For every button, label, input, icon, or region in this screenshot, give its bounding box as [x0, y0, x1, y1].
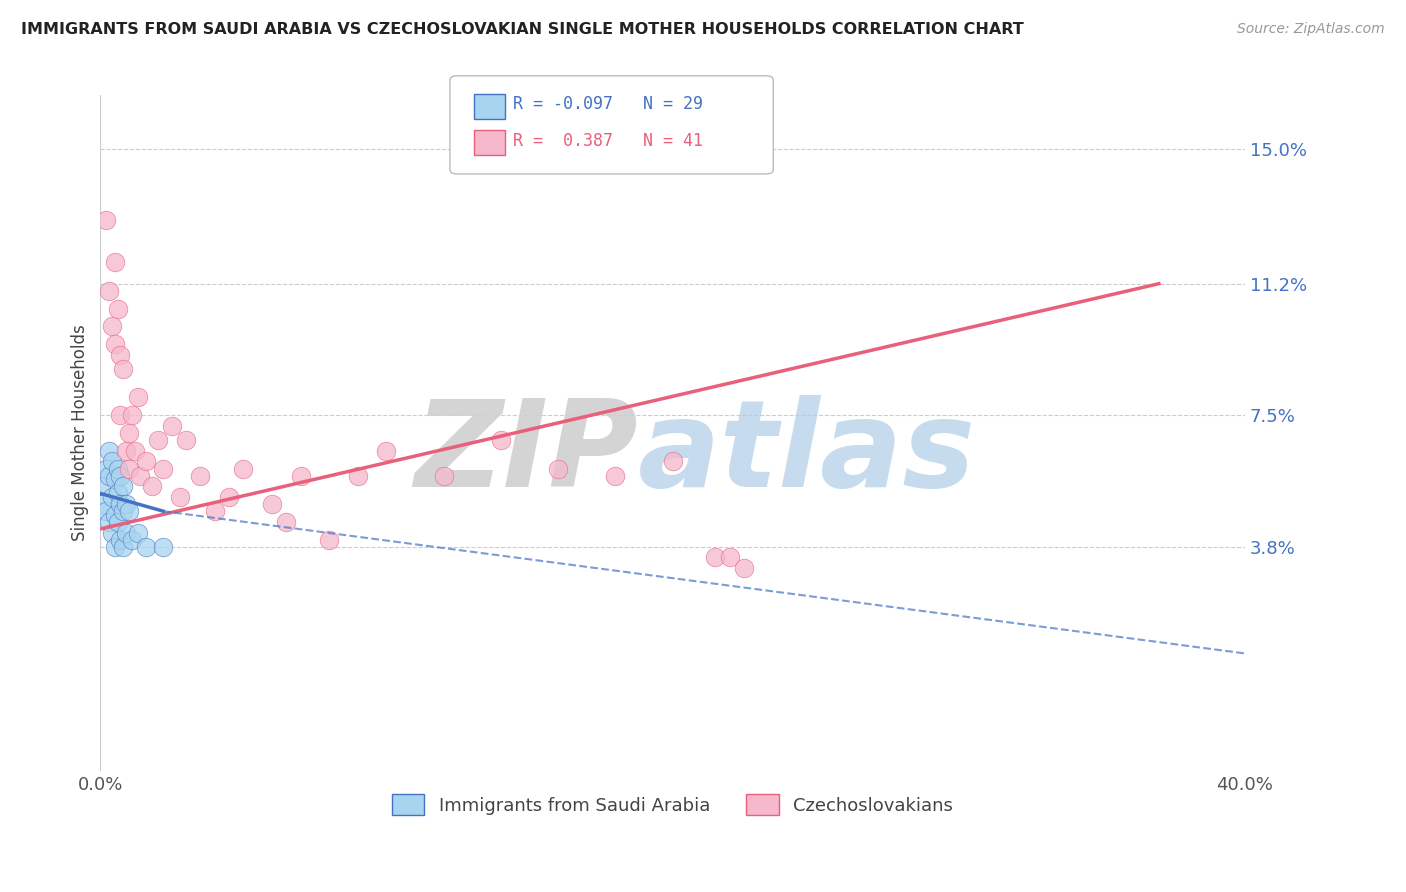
Text: R = -0.097   N = 29: R = -0.097 N = 29 [513, 95, 703, 113]
Point [104, 540, 127, 554]
Text: Source: ZipAtlas.com: Source: ZipAtlas.com [1237, 22, 1385, 37]
Point [605, 468, 627, 483]
Text: ZIP: ZIP [415, 395, 638, 512]
Point [94, 504, 117, 518]
Point [152, 540, 174, 554]
Point [101, 525, 124, 540]
Point [94, 212, 117, 227]
Point [110, 497, 132, 511]
Point [91, 479, 114, 493]
Point [118, 461, 141, 475]
Point [218, 490, 240, 504]
Point [101, 454, 124, 468]
Point [110, 348, 132, 362]
Point [135, 454, 157, 468]
Point [169, 490, 191, 504]
Point [547, 461, 569, 475]
Point [260, 497, 283, 511]
Point [290, 468, 312, 483]
Point [115, 525, 138, 540]
Point [110, 533, 132, 547]
Point [174, 433, 197, 447]
Legend: Immigrants from Saudi Arabia, Czechoslovakians: Immigrants from Saudi Arabia, Czechoslov… [385, 787, 960, 822]
Point [110, 408, 132, 422]
Point [121, 408, 143, 422]
Point [733, 561, 755, 575]
Point [91, 497, 114, 511]
Point [146, 433, 169, 447]
Point [107, 301, 129, 316]
Point [204, 504, 226, 518]
Point [94, 461, 117, 475]
Point [104, 337, 127, 351]
Point [107, 461, 129, 475]
Point [661, 454, 683, 468]
Point [101, 490, 124, 504]
Text: atlas: atlas [638, 395, 976, 512]
Point [127, 525, 149, 540]
Point [112, 540, 135, 554]
Point [433, 468, 456, 483]
Point [115, 443, 138, 458]
Point [152, 461, 174, 475]
Point [141, 479, 163, 493]
Point [704, 550, 727, 565]
Point [101, 319, 124, 334]
Point [107, 515, 129, 529]
Point [118, 504, 141, 518]
Point [104, 255, 127, 269]
Point [718, 550, 741, 565]
Point [115, 497, 138, 511]
Point [346, 468, 368, 483]
Point [190, 468, 212, 483]
Point [97, 284, 120, 298]
Point [97, 443, 120, 458]
Point [129, 468, 152, 483]
Point [124, 443, 146, 458]
Text: R =  0.387   N = 41: R = 0.387 N = 41 [513, 132, 703, 150]
Point [489, 433, 512, 447]
Point [107, 486, 129, 500]
Point [97, 468, 120, 483]
Point [160, 418, 183, 433]
Point [104, 508, 127, 522]
Point [112, 362, 135, 376]
Point [104, 472, 127, 486]
Point [318, 533, 340, 547]
Point [112, 504, 135, 518]
Y-axis label: Single Mother Households: Single Mother Households [72, 325, 89, 541]
Point [135, 540, 157, 554]
Text: IMMIGRANTS FROM SAUDI ARABIA VS CZECHOSLOVAKIAN SINGLE MOTHER HOUSEHOLDS CORRELA: IMMIGRANTS FROM SAUDI ARABIA VS CZECHOSL… [21, 22, 1024, 37]
Point [375, 443, 398, 458]
Point [127, 391, 149, 405]
Point [121, 533, 143, 547]
Point [112, 479, 135, 493]
Point [118, 425, 141, 440]
Point [110, 468, 132, 483]
Point [276, 515, 298, 529]
Point [232, 461, 254, 475]
Point [97, 515, 120, 529]
